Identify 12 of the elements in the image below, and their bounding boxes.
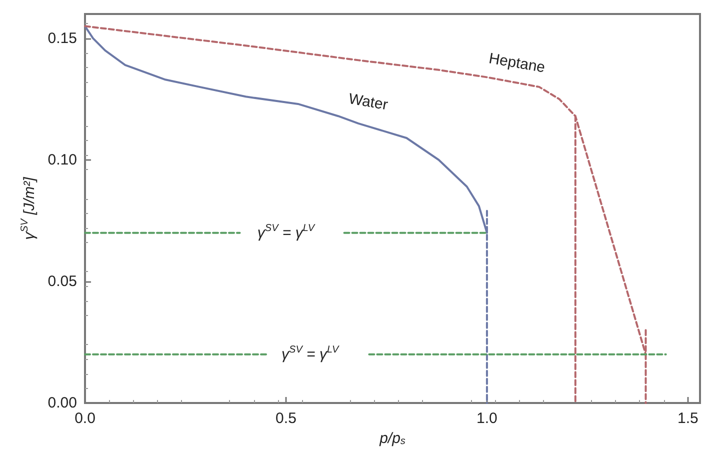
text: Heptane — [488, 50, 546, 76]
y-axis-title: γSV [J/m²] — [19, 176, 38, 240]
y-tick-label: 0.05 — [48, 272, 77, 290]
y-tick-label: 0.15 — [48, 30, 77, 47]
x-tick-label: 0.5 — [276, 410, 296, 427]
x-tick-label: 0.0 — [74, 410, 96, 427]
x-axis-title: p/ps — [378, 430, 406, 447]
y-tick-label: 0.10 — [48, 151, 77, 168]
text: Water — [347, 90, 390, 114]
x-tick-label: 1.0 — [476, 410, 498, 427]
y-tick-label: 0.00 — [48, 394, 77, 412]
x-tick-label: 1.5 — [678, 410, 698, 427]
